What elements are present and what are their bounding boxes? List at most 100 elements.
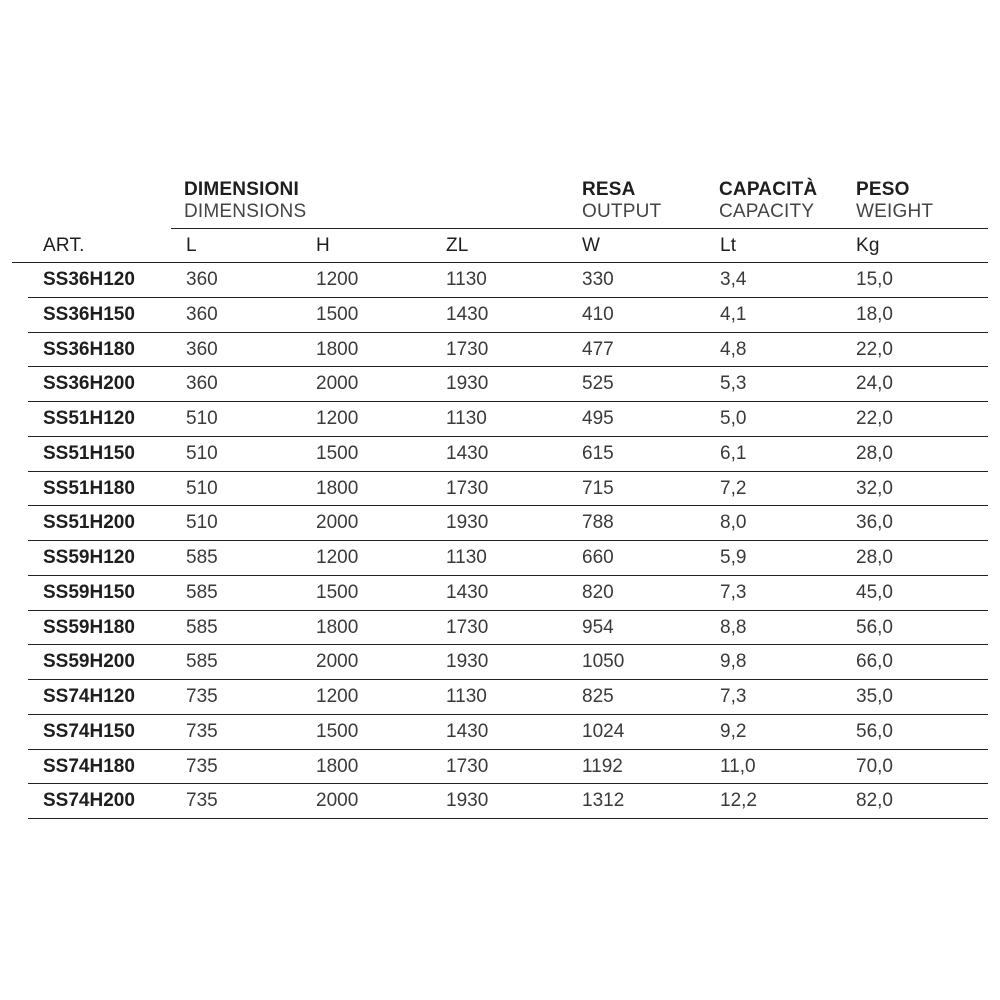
cell-kg: 56,0: [856, 616, 893, 638]
header-divider: [171, 228, 988, 229]
cell-art: SS74H150: [43, 720, 135, 742]
cell-zl: 1430: [446, 303, 489, 325]
cell-zl: 1730: [446, 616, 489, 638]
cell-zl: 1130: [446, 547, 487, 568]
cell-lt: 8,8: [720, 616, 747, 638]
cell-lt: 4,1: [720, 303, 747, 325]
table-row: SS36H200 360 2000 1930 525 5,3 24,0: [0, 367, 1000, 402]
cell-zl: 1930: [446, 512, 489, 534]
cell-lt: 7,3: [720, 686, 747, 707]
cell-l: 735: [186, 755, 218, 777]
row-divider: [28, 609, 988, 611]
table-row: SS74H120 735 1200 1130 825 7,3 35,0: [0, 680, 1000, 715]
row-divider: [28, 574, 988, 576]
cell-zl: 1430: [446, 720, 489, 742]
cell-art: SS59H200: [43, 651, 135, 673]
cell-h: 1200: [316, 547, 359, 568]
column-header-divider: [12, 262, 988, 263]
cell-l: 360: [186, 338, 218, 360]
cell-w: 715: [582, 477, 614, 499]
table-body: SS36H120 360 1200 1130 330 3,4 15,0 SS36H150 360…: [0, 263, 1000, 819]
col-header-h: H: [316, 235, 330, 256]
cell-lt: 4,8: [720, 338, 747, 360]
cell-l: 510: [186, 512, 218, 534]
cell-lt: 7,2: [720, 477, 747, 499]
cell-kg: 32,0: [856, 477, 893, 499]
row-divider: [28, 401, 988, 402]
cell-w: 825: [582, 686, 614, 707]
cell-kg: 18,0: [856, 303, 893, 325]
cell-art: SS36H120: [43, 269, 135, 290]
group-weight-it: PESO: [856, 179, 910, 200]
cell-art: SS51H200: [43, 512, 135, 534]
cell-l: 735: [186, 720, 218, 742]
cell-lt: 5,9: [720, 547, 747, 568]
cell-art: SS59H120: [43, 547, 135, 568]
row-divider: [28, 644, 988, 646]
cell-h: 1200: [316, 269, 359, 290]
cell-h: 1200: [316, 408, 359, 429]
col-header-l: L: [186, 235, 197, 256]
cell-kg: 35,0: [856, 686, 893, 707]
cell-zl: 1930: [446, 651, 489, 673]
cell-kg: 70,0: [856, 755, 893, 777]
cell-zl: 1930: [446, 373, 489, 395]
cell-art: SS51H180: [43, 477, 135, 499]
cell-kg: 82,0: [856, 790, 893, 812]
cell-h: 1200: [316, 686, 359, 707]
col-header-zl: ZL: [446, 235, 469, 256]
cell-w: 330: [582, 269, 614, 290]
row-divider: [28, 818, 988, 819]
cell-zl: 1730: [446, 755, 489, 777]
cell-h: 2000: [316, 373, 359, 395]
cell-h: 1500: [316, 303, 359, 325]
cell-kg: 36,0: [856, 512, 893, 534]
cell-zl: 1730: [446, 477, 489, 499]
cell-lt: 5,0: [720, 408, 747, 429]
cell-l: 585: [186, 651, 218, 673]
row-divider: [28, 435, 988, 437]
group-weight-en: WEIGHT: [856, 201, 934, 222]
group-output-en: OUTPUT: [582, 201, 662, 222]
cell-kg: 15,0: [856, 269, 893, 290]
cell-art: SS59H180: [43, 616, 135, 638]
cell-art: SS74H180: [43, 755, 135, 777]
cell-w: 477: [582, 338, 614, 360]
col-header-lt: Lt: [720, 235, 737, 256]
cell-kg: 22,0: [856, 338, 893, 360]
cell-h: 1800: [316, 616, 359, 638]
cell-art: SS36H200: [43, 373, 135, 395]
row-divider: [28, 470, 988, 472]
cell-lt: 5,3: [720, 373, 747, 395]
row-divider: [28, 748, 988, 750]
table-row: SS51H180 510 1800 1730 715 7,2 32,0: [0, 472, 1000, 507]
cell-h: 1800: [316, 338, 359, 360]
cell-zl: 1430: [446, 442, 489, 464]
cell-l: 510: [186, 442, 218, 464]
cell-w: 525: [582, 373, 614, 395]
cell-h: 1500: [316, 581, 359, 603]
group-dimensions-it: DIMENSIONI: [184, 179, 299, 200]
cell-kg: 28,0: [856, 547, 893, 568]
cell-art: SS51H150: [43, 442, 135, 464]
row-divider: [28, 296, 988, 298]
table-row: SS36H180 360 1800 1730 477 4,8 22,0: [0, 333, 1000, 368]
cell-l: 585: [186, 616, 218, 638]
row-divider: [28, 783, 988, 785]
table-row: SS51H120 510 1200 1130 495 5,0 22,0: [0, 402, 1000, 437]
cell-l: 585: [186, 547, 218, 568]
cell-zl: 1930: [446, 790, 489, 812]
cell-h: 1800: [316, 477, 359, 499]
row-divider: [28, 331, 988, 333]
cell-w: 410: [582, 303, 614, 325]
cell-lt: 12,2: [720, 790, 757, 812]
cell-h: 2000: [316, 790, 359, 812]
table-row: SS74H200 735 2000 1930 1312 12,2 82,0: [0, 784, 1000, 819]
table-row: SS74H180 735 1800 1730 1192 11,0 70,0: [0, 750, 1000, 785]
cell-lt: 9,2: [720, 720, 747, 742]
cell-zl: 1130: [446, 269, 487, 290]
cell-h: 2000: [316, 512, 359, 534]
cell-l: 510: [186, 477, 218, 499]
row-divider: [28, 366, 988, 368]
row-divider: [28, 540, 988, 541]
